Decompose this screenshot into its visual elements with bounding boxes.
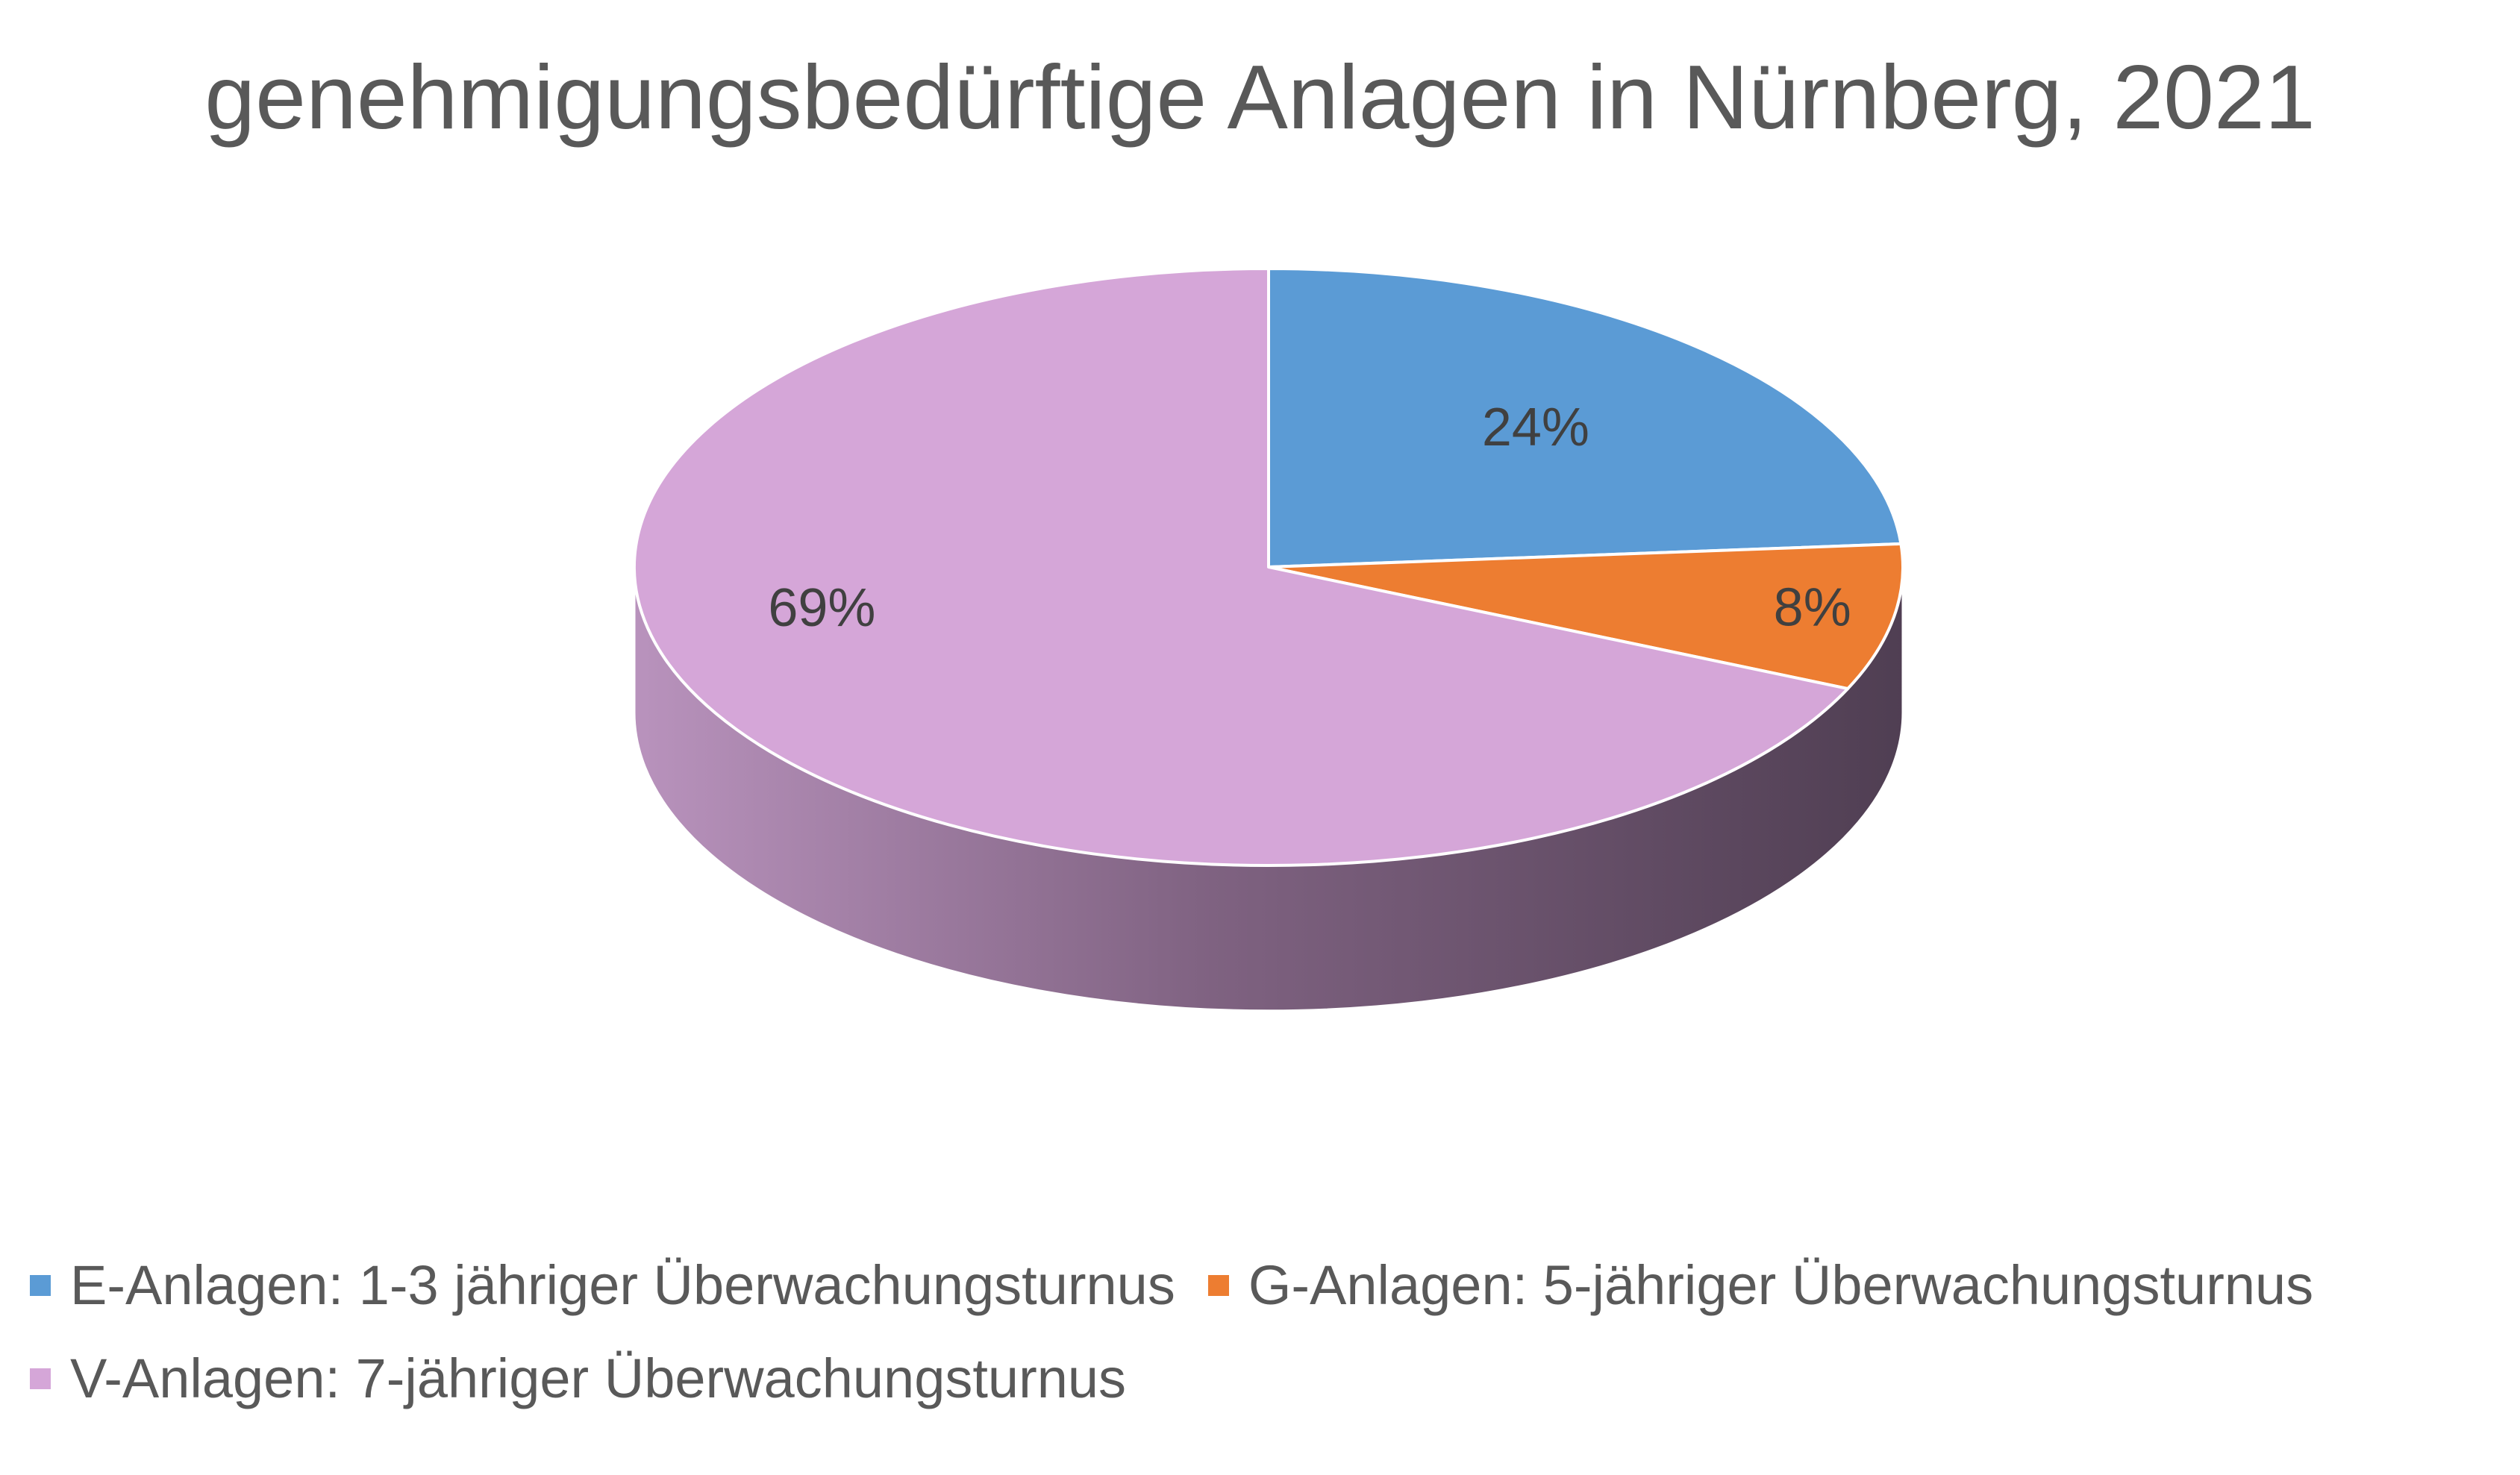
legend-item-v-anlagen: V-Anlagen: 7-jähriger Überwachungsturnus — [30, 1347, 1126, 1410]
legend-row: E-Anlagen: 1-3 jähriger Überwachungsturn… — [30, 1238, 2507, 1332]
legend-label-g-anlagen: G-Anlagen: 5-jähriger Überwachungsturnus — [1248, 1254, 2314, 1316]
legend-item-e-anlagen: E-Anlagen: 1-3 jähriger Überwachungsturn… — [30, 1253, 1175, 1317]
data-labels-group: 24% 8% 69% — [768, 398, 1851, 638]
pie-slice-v-anlagen — [633, 267, 1850, 867]
legend: E-Anlagen: 1-3 jähriger Überwachungsturn… — [30, 1238, 2507, 1425]
chart-title: genehmigungsbedürftige Anlagen in Nürnbe… — [204, 46, 2316, 148]
data-label-v-anlagen: 69% — [768, 578, 875, 638]
pie-slice-e-anlagen — [1267, 267, 1903, 569]
data-label-g-anlagen: 8% — [1774, 577, 1851, 637]
pie-slices-group — [633, 267, 1904, 867]
legend-swatch-g-anlagen — [1207, 1274, 1229, 1296]
legend-label-e-anlagen: E-Anlagen: 1-3 jähriger Überwachungsturn… — [70, 1254, 1175, 1316]
data-label-e-anlagen: 24% — [1482, 398, 1589, 457]
legend-swatch-e-anlagen — [30, 1274, 51, 1296]
legend-row: V-Anlagen: 7-jähriger Überwachungsturnus — [30, 1332, 2507, 1425]
pie-slice-g-anlagen — [1267, 542, 1904, 691]
legend-swatch-v-anlagen — [30, 1368, 51, 1389]
legend-label-v-anlagen: V-Anlagen: 7-jähriger Überwachungsturnus — [70, 1347, 1127, 1409]
legend-item-g-anlagen: G-Anlagen: 5-jähriger Überwachungsturnus — [1207, 1253, 2314, 1317]
